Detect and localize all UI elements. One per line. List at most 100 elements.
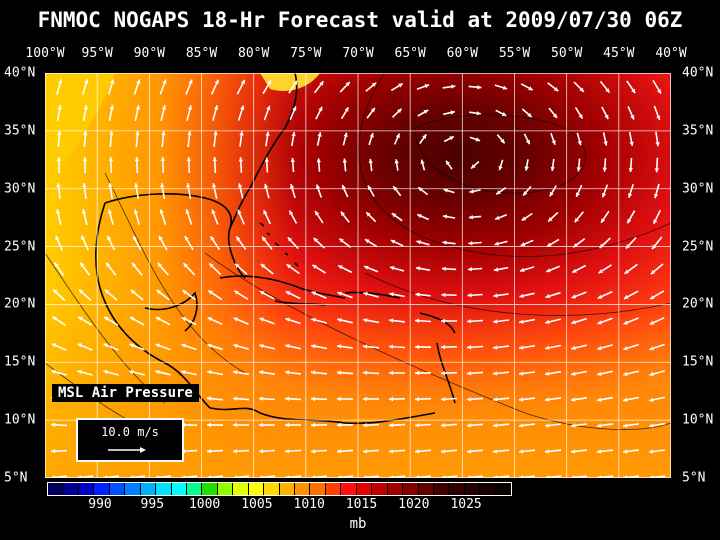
wind-arrow [76, 475, 94, 478]
colorbar-swatch [186, 483, 203, 495]
wind-arrow [313, 80, 325, 94]
wind-arrow [414, 344, 432, 350]
wind-arrow [135, 130, 140, 148]
wind-arrow [161, 130, 166, 148]
wind-arrow [81, 209, 88, 225]
wind-arrow [290, 157, 295, 173]
wind-arrow [181, 316, 197, 326]
wind-arrow [208, 262, 222, 276]
wind-arrow [160, 156, 166, 174]
wind-arrow [315, 106, 323, 120]
wind-arrow [82, 156, 88, 174]
wind-arrow [103, 316, 119, 326]
wind-arrow [264, 183, 270, 199]
wind-arrow [414, 318, 432, 323]
wind-arrow [468, 241, 482, 246]
wind-arrow [105, 262, 117, 276]
wind-arrow [159, 79, 167, 95]
wind-arrow [599, 237, 611, 249]
wind-arrow [440, 371, 458, 376]
wind-arrow [469, 189, 481, 194]
wind-arrow [628, 183, 634, 199]
wind-arrow [623, 370, 639, 377]
wind-arrow [265, 131, 270, 147]
wind-arrow [50, 448, 68, 454]
wind-arrow [570, 423, 588, 428]
colorbar-tick-label: 995 [140, 497, 165, 512]
wind-arrow [363, 291, 379, 298]
wind-arrow [129, 316, 145, 326]
wind-arrow [78, 289, 92, 301]
wind-arrow [134, 105, 140, 121]
wind-arrow [625, 236, 637, 250]
colorbar-tick-label: 1025 [450, 497, 482, 512]
wind-arrow [626, 210, 636, 224]
wind-arrow [420, 159, 426, 171]
wind-arrow [388, 449, 406, 454]
latitude-label-right: 10°N [682, 412, 714, 428]
wind-arrow [574, 211, 584, 223]
wind-arrow [284, 475, 302, 478]
wind-arrow [544, 449, 562, 454]
wind-arrow [440, 475, 458, 478]
latitude-label-right: 15°N [682, 354, 714, 370]
wind-arrow [466, 449, 484, 454]
wind-arrow [571, 291, 587, 299]
wind-arrow [570, 370, 588, 376]
wind-arrow [107, 79, 115, 95]
wind-arrow [494, 240, 508, 246]
latitude-label-left: 20°N [4, 296, 36, 312]
colorbar-swatch [156, 483, 172, 495]
wind-arrow [524, 159, 529, 171]
wind-arrow [546, 238, 560, 248]
wind-arrow [336, 370, 354, 375]
wind-arrow [262, 209, 272, 225]
unit-label: mb [349, 516, 367, 532]
wind-arrow [130, 289, 144, 301]
wind-arrow [316, 158, 321, 172]
wind-arrow [440, 397, 458, 402]
wind-arrow [363, 265, 379, 273]
colorbar-tick-label: 990 [88, 497, 112, 512]
wind-arrow [51, 315, 67, 327]
wind-arrow [133, 209, 140, 225]
wind-arrow [284, 370, 302, 375]
wind-arrow [336, 475, 354, 478]
wind-arrow [210, 79, 220, 95]
wind-arrow [366, 107, 376, 119]
wind-arrow [160, 105, 167, 121]
wind-arrow [211, 209, 219, 225]
wind-arrow [310, 422, 328, 428]
wind-arrow [392, 185, 402, 197]
wind-arrow [156, 289, 170, 301]
wind-arrow [232, 370, 250, 376]
latitude-label-right: 25°N [682, 239, 714, 255]
wind-arrow [79, 262, 91, 276]
wind-arrow [574, 106, 584, 120]
latitude-label-left: 40°N [4, 65, 36, 81]
wind-arrow [362, 318, 380, 324]
wind-arrow [441, 266, 457, 271]
wind-arrow [232, 475, 250, 478]
latitude-label-left: 15°N [4, 354, 36, 370]
wind-arrow [212, 105, 219, 121]
wind-arrow [77, 369, 93, 376]
wind-arrow [264, 157, 269, 173]
wind-arrow [260, 263, 274, 275]
wind-arrow [311, 264, 327, 274]
wind-arrow [391, 108, 403, 118]
colorbar-swatch [295, 483, 311, 495]
wind-arrow [336, 422, 354, 428]
wind-arrow [362, 344, 380, 349]
wind-arrow [417, 109, 429, 117]
wind-arrow [155, 343, 171, 351]
wind-arrow [492, 423, 510, 428]
colorbar-swatch [387, 483, 404, 495]
wind-arrow [103, 343, 119, 351]
wind-arrow [649, 396, 665, 402]
wind-arrow [622, 423, 640, 428]
wind-arrow [519, 266, 535, 272]
wind-arrow [470, 160, 480, 170]
wind-arrow [442, 84, 456, 89]
wind-arrow [56, 104, 62, 122]
